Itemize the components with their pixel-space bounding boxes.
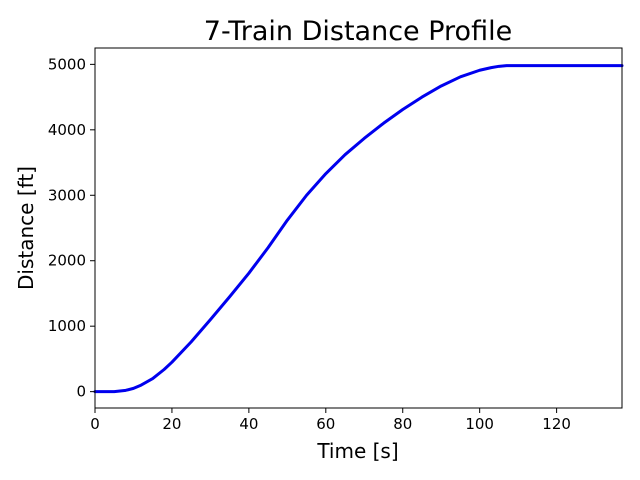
x-axis-label: Time [s]	[316, 439, 398, 463]
y-axis: 0 1000 2000 3000 4000 5000	[48, 55, 95, 401]
y-tick-label: 5000	[48, 55, 86, 73]
x-tick-label: 80	[393, 415, 412, 433]
x-tick-label: 120	[542, 415, 571, 433]
y-tick-label: 3000	[48, 186, 86, 204]
x-tick-label: 60	[316, 415, 335, 433]
x-axis: 0 20 40 60 80 100 120	[90, 408, 571, 433]
plot-frame	[94, 47, 623, 409]
series-line-0	[93, 64, 624, 394]
y-tick-label: 2000	[48, 252, 86, 270]
plot-area	[93, 64, 624, 394]
y-tick-label: 0	[76, 383, 86, 401]
chart-title: 7-Train Distance Profile	[204, 16, 512, 47]
y-tick-label: 1000	[48, 317, 86, 335]
y-tick-label: 4000	[48, 121, 86, 139]
x-tick-label: 0	[90, 415, 100, 433]
x-tick-label: 20	[162, 415, 181, 433]
x-tick-label: 100	[465, 415, 494, 433]
y-axis-label: Distance [ft]	[14, 166, 38, 290]
x-tick-label: 40	[239, 415, 258, 433]
